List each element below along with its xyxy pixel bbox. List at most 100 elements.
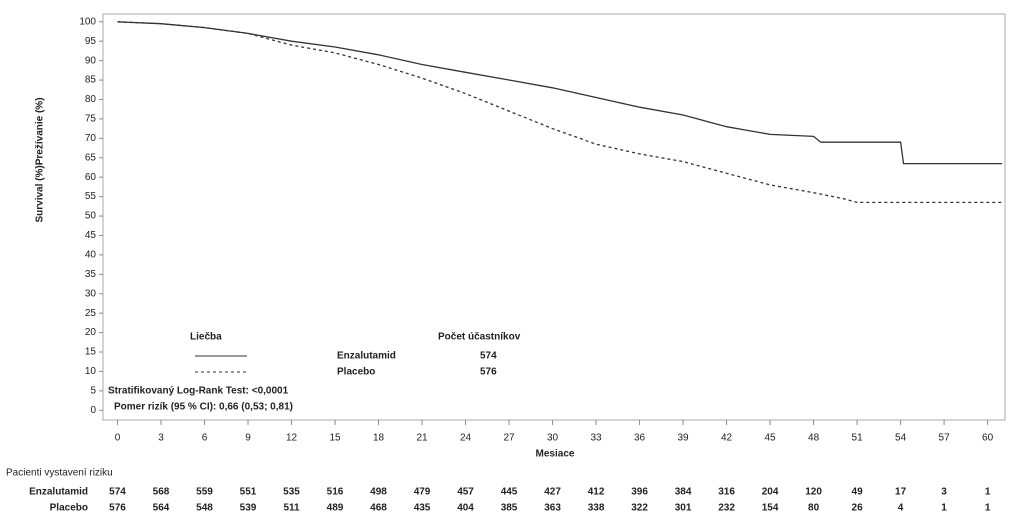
risk-value: 404 (457, 503, 474, 514)
x-tick-label: 3 (158, 433, 164, 444)
risk-value: 1 (985, 487, 991, 498)
y-tick-label: 75 (85, 114, 97, 125)
y-tick-label: 30 (85, 288, 97, 299)
risk-value: 445 (501, 487, 518, 498)
x-tick-label: 15 (329, 433, 341, 444)
risk-value: 3 (941, 487, 947, 498)
risk-value: 338 (588, 503, 605, 514)
y-tick-label: 100 (79, 16, 96, 27)
y-tick-label: 85 (85, 75, 97, 86)
risk-value: 204 (762, 487, 779, 498)
legend-count: 576 (480, 367, 497, 378)
y-tick-label: 55 (85, 191, 97, 202)
risk-value: 539 (240, 503, 257, 514)
x-tick-label: 21 (416, 433, 428, 444)
x-tick-label: 42 (721, 433, 733, 444)
risk-value: 468 (370, 503, 387, 514)
annotation: Pomer rizík (95 % CI): 0,66 (0,53; 0,81) (114, 402, 293, 413)
x-tick-label: 54 (895, 433, 907, 444)
risk-table-title: Pacienti vystavení riziku (6, 468, 113, 479)
risk-value: 479 (414, 487, 431, 498)
risk-row-label: Enzalutamid (29, 487, 88, 498)
legend-count: 574 (480, 351, 497, 362)
x-tick-label: 48 (808, 433, 820, 444)
risk-value: 559 (196, 487, 213, 498)
x-tick-label: 51 (852, 433, 864, 444)
x-tick-label: 33 (590, 433, 602, 444)
x-tick-label: 60 (982, 433, 994, 444)
risk-value: 1 (985, 503, 991, 514)
risk-value: 427 (544, 487, 561, 498)
y-tick-label: 80 (85, 94, 97, 105)
x-tick-label: 24 (460, 433, 472, 444)
survival-line (117, 21, 1003, 165)
legend-label: Placebo (337, 367, 375, 378)
x-tick-label: 18 (373, 433, 385, 444)
risk-value: 568 (153, 487, 170, 498)
y-tick-label: 45 (85, 230, 97, 241)
y-tick-label: 70 (85, 133, 97, 144)
risk-row-label: Placebo (50, 503, 88, 514)
x-tick-label: 12 (286, 433, 298, 444)
y-tick-label: 65 (85, 152, 97, 163)
y-tick-label: 40 (85, 250, 97, 261)
risk-value: 489 (327, 503, 344, 514)
y-tick-label: 35 (85, 269, 97, 280)
risk-value: 574 (109, 487, 126, 498)
legend-label: Enzalutamid (337, 351, 396, 362)
risk-value: 435 (414, 503, 431, 514)
risk-value: 548 (196, 503, 213, 514)
y-tick-label: 90 (85, 55, 97, 66)
risk-value: 232 (718, 503, 735, 514)
x-axis-label: Mesiace (536, 449, 575, 460)
y-tick-label: 50 (85, 211, 97, 222)
x-tick-label: 9 (245, 433, 251, 444)
x-tick-label: 36 (634, 433, 646, 444)
risk-value: 26 (852, 503, 864, 514)
risk-value: 385 (501, 503, 518, 514)
risk-value: 564 (153, 503, 170, 514)
risk-value: 363 (544, 503, 561, 514)
risk-value: 301 (675, 503, 692, 514)
y-tick-label: 60 (85, 172, 97, 183)
risk-value: 576 (109, 503, 126, 514)
risk-value: 457 (457, 487, 474, 498)
y-tick-label: 20 (85, 327, 97, 338)
risk-value: 4 (898, 503, 904, 514)
risk-value: 396 (631, 487, 648, 498)
x-tick-label: 45 (765, 433, 777, 444)
risk-value: 17 (895, 487, 907, 498)
risk-value: 535 (283, 487, 300, 498)
legend-title: Liečba (190, 332, 222, 343)
x-tick-label: 57 (939, 433, 951, 444)
risk-value: 412 (588, 487, 605, 498)
risk-value: 1 (941, 503, 947, 514)
risk-value: 384 (675, 487, 692, 498)
risk-value: 120 (805, 487, 822, 498)
y-axis-label: Survival (%)Prežívanie (%) (35, 97, 46, 222)
risk-value: 322 (631, 503, 648, 514)
survival-line (117, 21, 1003, 204)
risk-value: 551 (240, 487, 257, 498)
y-tick-label: 0 (90, 405, 96, 416)
y-tick-label: 15 (85, 347, 97, 358)
risk-value: 80 (808, 503, 820, 514)
y-tick-label: 5 (90, 386, 96, 397)
risk-value: 498 (370, 487, 387, 498)
x-tick-label: 30 (547, 433, 559, 444)
x-tick-label: 39 (678, 433, 690, 444)
y-tick-label: 25 (85, 308, 97, 319)
y-tick-label: 10 (85, 366, 97, 377)
risk-value: 511 (283, 503, 300, 514)
legend-count-title: Počet účastníkov (438, 332, 521, 343)
risk-value: 154 (762, 503, 779, 514)
x-tick-label: 27 (503, 433, 515, 444)
annotation: Stratifikovaný Log-Rank Test: <0,0001 (108, 386, 289, 397)
risk-value: 49 (852, 487, 864, 498)
x-tick-label: 0 (115, 433, 121, 444)
x-tick-label: 6 (202, 433, 208, 444)
plot-frame (102, 13, 1006, 421)
y-tick-label: 95 (85, 36, 97, 47)
risk-value: 516 (327, 487, 344, 498)
